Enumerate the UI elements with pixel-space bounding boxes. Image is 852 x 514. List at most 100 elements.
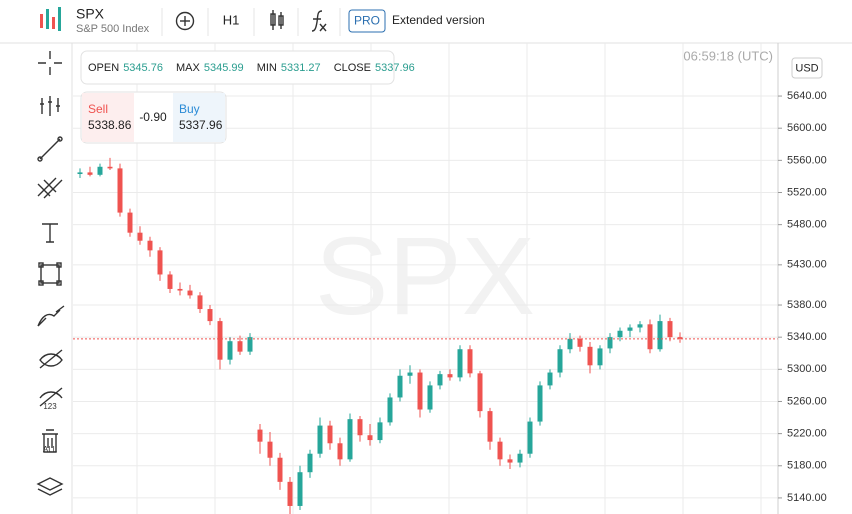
candle-body — [577, 338, 583, 347]
y-tick-label: 5480.00 — [787, 219, 827, 231]
candle-body — [487, 411, 493, 442]
top-bar — [0, 0, 852, 43]
label: CLOSE — [334, 62, 371, 74]
candle-body — [367, 435, 373, 441]
candle-body — [557, 349, 563, 373]
trade-panel[interactable] — [80, 91, 227, 144]
candle-body — [347, 419, 353, 460]
candle-body — [447, 374, 453, 378]
toolbar-label: 123 — [43, 402, 57, 411]
label: MIN — [257, 62, 277, 74]
y-tick-label: 5430.00 — [787, 259, 827, 271]
add-button[interactable] — [175, 11, 195, 31]
candle-body — [197, 295, 203, 310]
currency-badge[interactable] — [791, 57, 823, 79]
toolbar[interactable] — [36, 51, 65, 496]
value: 5345.76 — [123, 62, 163, 74]
candle-body — [597, 348, 603, 366]
symbol: SPX — [76, 6, 105, 22]
sell-price[interactable]: 5338.86 — [88, 118, 132, 132]
y-tick-label: 5340.00 — [787, 331, 827, 343]
ohlc-row: OPEN 5345.76 MAX 5345.99 MIN 5331.27 CLOSE 5… — [88, 62, 415, 74]
y-tick-label: 5640.00 — [787, 90, 827, 102]
y-tick-label: 5560.00 — [787, 154, 827, 166]
candle-body — [417, 372, 423, 410]
candle-body — [267, 441, 273, 458]
candle-body — [427, 385, 433, 410]
candle-body — [647, 324, 653, 350]
candle-body — [437, 374, 443, 386]
currency[interactable]: USD — [795, 62, 818, 74]
candle-body — [357, 419, 363, 436]
candle-body — [227, 341, 233, 360]
logo — [40, 7, 61, 31]
y-tick-label: 5380.00 — [787, 299, 827, 311]
candle-body — [657, 321, 663, 350]
toolbar-label: ALL — [43, 445, 58, 454]
pro-label[interactable]: PRO — [354, 14, 380, 28]
interval-button[interactable]: H1 — [223, 12, 240, 27]
candle-body — [247, 337, 253, 352]
pro-badge[interactable] — [348, 9, 386, 33]
indicators-button[interactable] — [311, 10, 327, 32]
label: OPEN — [88, 62, 119, 74]
candle-body — [547, 372, 553, 386]
candle-body — [617, 330, 623, 338]
value: 5337.96 — [375, 62, 415, 74]
y-tick-label: 5300.00 — [787, 363, 827, 375]
candle-body — [97, 166, 103, 175]
candle-body — [137, 232, 143, 241]
candle-body — [257, 429, 263, 442]
watermark: SPX — [315, 215, 535, 338]
candle-body — [177, 288, 183, 291]
buy-price[interactable]: 5337.96 — [179, 118, 223, 132]
candle-body — [317, 425, 323, 454]
y-tick-label: 5180.00 — [787, 460, 827, 472]
label: MAX — [176, 62, 201, 74]
candle-body — [217, 321, 223, 360]
candle-body — [147, 240, 153, 251]
candle-body — [287, 481, 293, 506]
candle-body — [517, 453, 523, 463]
buy-label[interactable]: Buy — [179, 102, 200, 116]
candle-body — [627, 327, 633, 331]
candle-body — [407, 372, 413, 376]
clock: 06:59:18 (UTC) — [683, 48, 773, 63]
ohlc-panel — [80, 50, 395, 85]
sell-label[interactable]: Sell — [88, 102, 108, 116]
candle-body — [307, 453, 313, 473]
candle-body — [527, 421, 533, 454]
plot-area: SPX — [73, 43, 778, 514]
candle-body — [167, 274, 173, 289]
extended-version[interactable]: Extended version — [392, 13, 485, 27]
candle-body — [77, 172, 83, 175]
candle-body — [337, 443, 343, 460]
candle-body — [587, 346, 593, 366]
candle-body — [377, 422, 383, 441]
candle-body — [567, 338, 573, 350]
candle-body — [327, 425, 333, 444]
spread: -0.90 — [139, 110, 167, 124]
candle-body — [107, 166, 113, 169]
candle-body — [127, 212, 133, 233]
candle-body — [637, 324, 643, 328]
y-tick-label: 5140.00 — [787, 492, 827, 504]
candle-body — [387, 397, 393, 423]
candle-body — [667, 321, 673, 338]
candle-body — [607, 337, 613, 349]
candle-body — [467, 349, 473, 374]
candle-body — [297, 472, 303, 506]
candle-body — [237, 341, 243, 352]
candle-body — [157, 250, 163, 275]
candle-body — [187, 290, 193, 296]
y-tick-label: 5600.00 — [787, 122, 827, 134]
candle-body — [537, 385, 543, 422]
candle-body — [397, 375, 403, 398]
candle-body — [497, 441, 503, 460]
y-tick-label: 5220.00 — [787, 428, 827, 440]
y-tick-label: 5260.00 — [787, 395, 827, 407]
candle-body — [457, 349, 463, 378]
candle-body — [477, 373, 483, 412]
chart-type-button[interactable] — [270, 10, 284, 30]
